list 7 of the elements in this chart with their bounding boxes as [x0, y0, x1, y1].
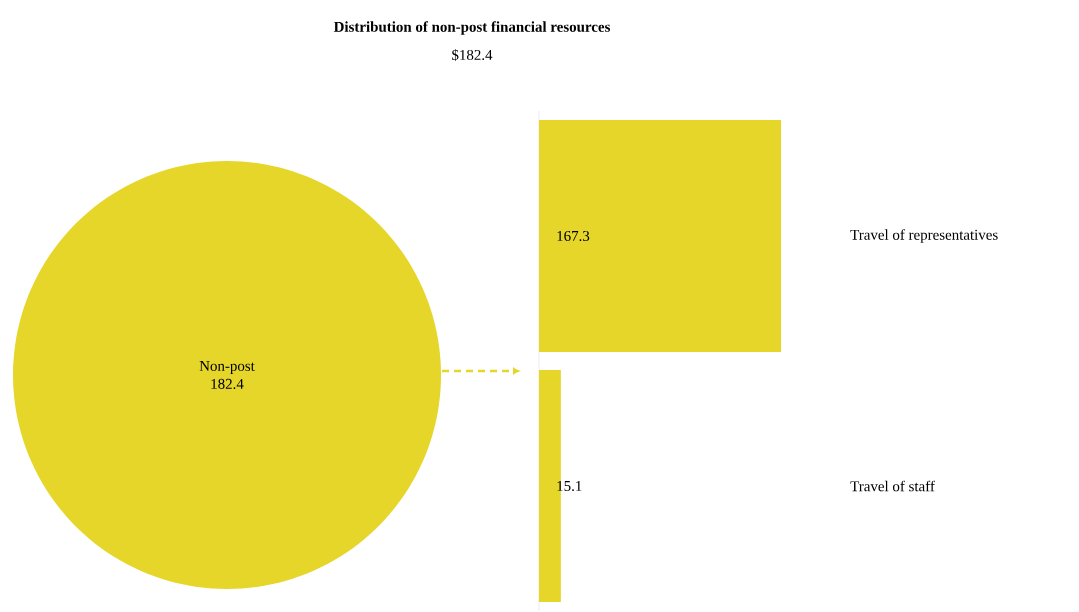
- y-tick-label: Travel of staff: [850, 480, 935, 492]
- slice-label: Non-post: [199, 361, 255, 375]
- data-label: 167.3: [557, 230, 590, 242]
- text: Distribution of non-post financial resources: [333, 21, 611, 35]
- data-label: 182.4: [211, 378, 244, 389]
- text: $182.4: [452, 49, 493, 61]
- y-tick-label: Travel of representatives: [850, 229, 998, 243]
